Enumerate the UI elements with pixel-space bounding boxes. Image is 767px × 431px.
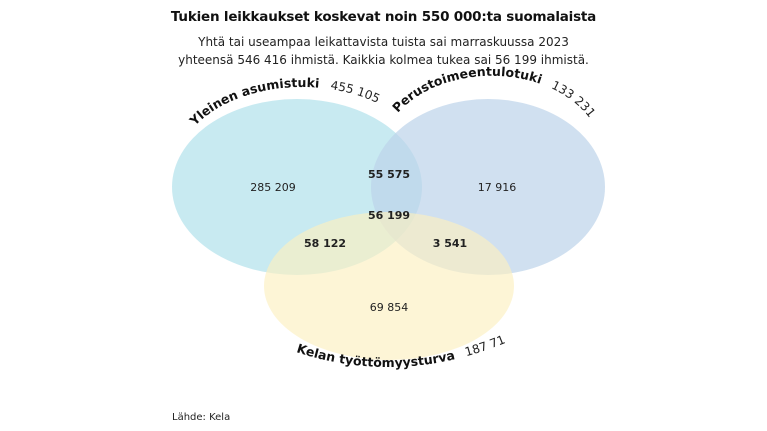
value-asumistuki-tyottomyysturva: 58 122 [304, 237, 346, 250]
set-total-toimeentulotuki: 133 231 [549, 78, 598, 120]
region-values: 285 209 17 916 69 854 55 575 58 122 3 54… [250, 168, 516, 314]
value-tyottomyysturva-only: 69 854 [370, 301, 409, 314]
value-toimeentulotuki-only: 17 916 [478, 181, 517, 194]
value-asumistuki-only: 285 209 [250, 181, 296, 194]
subtitle-line-2: yhteensä 546 416 ihmistä. Kaikkia kolmea… [178, 53, 589, 67]
ellipse-tyottomyysturva [264, 212, 514, 360]
value-asumistuki-toimeentulotuki: 55 575 [368, 168, 410, 181]
source-note: Lähde: Kela [172, 412, 231, 423]
value-toimeentulotuki-tyottomyysturva: 3 541 [433, 237, 467, 250]
chart-subtitle: Yhtä tai useampaa leikattavista tuista s… [0, 33, 767, 69]
value-all-three: 56 199 [368, 209, 410, 222]
chart-title: Tukien leikkaukset koskevat noin 550 000… [170, 9, 597, 25]
set-total-asumistuki: 455 105 [330, 78, 383, 106]
subtitle-line-1: Yhtä tai useampaa leikattavista tuista s… [198, 35, 569, 49]
circles [172, 99, 605, 360]
